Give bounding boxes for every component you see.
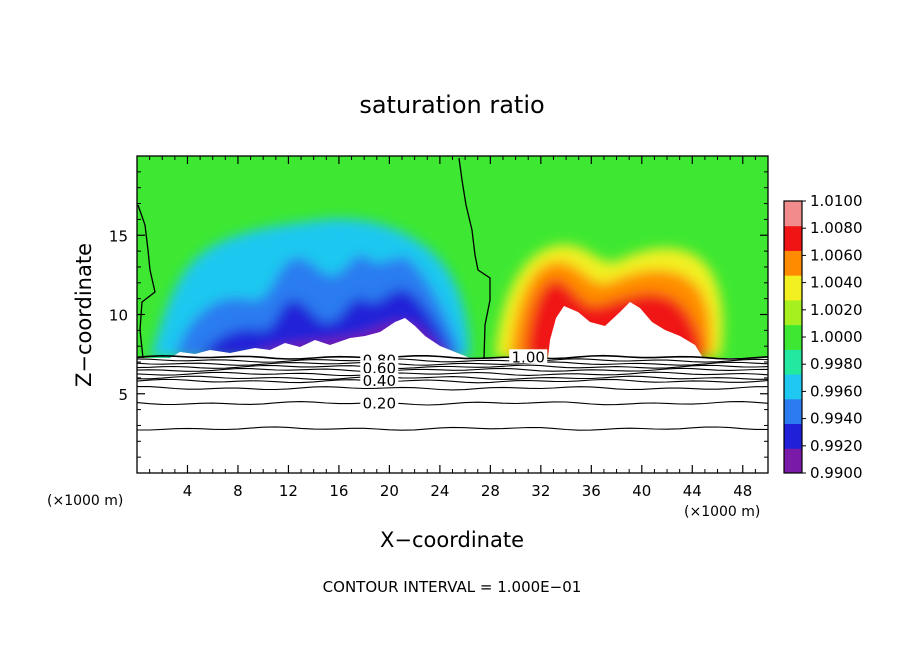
colorbar-swatch (784, 201, 802, 227)
x-tick-label: 44 (683, 482, 702, 500)
chart-title: saturation ratio (359, 91, 544, 119)
contour-line (136, 361, 769, 366)
contour-saturation-left (137, 204, 156, 358)
colorbar-label: 1.0100 (810, 192, 863, 210)
colorbar-swatch (784, 324, 802, 350)
colorbar-label: 1.0000 (810, 328, 863, 346)
x-tick-label: 40 (632, 482, 651, 500)
x-unit-label-left: (×1000 m) (47, 493, 123, 509)
colorbar-label: 0.9980 (810, 355, 863, 373)
colorbar-swatch (784, 349, 802, 375)
x-unit-label-right: (×1000 m) (684, 504, 760, 520)
colorbar-swatch (784, 448, 802, 474)
contour-lines (136, 354, 769, 431)
contour-labels: 0.800.600.400.201.00 (360, 348, 548, 412)
contour-line (136, 367, 769, 373)
y-axis-label: Z−coordinate (72, 243, 96, 387)
contour-label: 1.00 (512, 348, 545, 366)
y-axis-ticks: 5 10 15 (109, 171, 768, 458)
x-tick-label: 8 (233, 482, 243, 500)
x-tick-label: 28 (481, 482, 500, 500)
colorbar-label: 0.9920 (810, 437, 863, 455)
contour-interval-footer: CONTOUR INTERVAL = 1.000E−01 (323, 578, 582, 596)
contour-label-bg (360, 373, 399, 388)
contour-label: 0.40 (363, 372, 396, 390)
colorbar-swatch (784, 423, 802, 449)
contour-line (137, 426, 769, 431)
x-tick-label: 4 (183, 482, 193, 500)
cloud-right (548, 302, 703, 358)
colorbar-label: 0.9900 (810, 464, 863, 482)
x-axis-ticks: 4 8 12 16 20 24 28 32 36 40 44 48 (149, 156, 756, 500)
contour-line (136, 354, 769, 360)
x-tick-label: 12 (279, 482, 298, 500)
contour-line (137, 386, 769, 391)
colorbar-label: 1.0020 (810, 301, 863, 319)
contour-saturation-right (458, 157, 491, 358)
contour-line (136, 371, 769, 377)
contour-line (137, 375, 768, 381)
saturation-field (137, 156, 768, 358)
colorbar: 0.9900 0.9920 0.9940 0.9960 0.9980 1.0000 1.00… (783, 192, 863, 482)
colorbar-label: 1.0080 (810, 219, 863, 237)
x-axis-label: X−coordinate (380, 528, 524, 552)
cloud-left (170, 318, 470, 358)
contour-label-bg (360, 395, 399, 410)
contour-line (136, 358, 769, 363)
colorbar-label: 0.9940 (810, 410, 863, 428)
x-tick-label: 16 (329, 482, 348, 500)
colorbar-swatch (784, 225, 802, 251)
contour-line (136, 378, 769, 384)
colorbar-swatch (784, 299, 802, 326)
colorbar-label: 1.0040 (810, 274, 863, 292)
y-tick-label: 15 (109, 227, 128, 245)
x-tick-label: 20 (380, 482, 399, 500)
contour-label-bg (509, 349, 548, 364)
y-tick-label: 5 (118, 386, 128, 404)
contour-line (136, 401, 769, 406)
colorbar-swatch (784, 275, 802, 301)
y-tick-label: 10 (109, 307, 128, 325)
x-tick-label: 36 (582, 482, 601, 500)
colorbar-swatch (784, 250, 802, 276)
contour-label: 0.20 (363, 394, 396, 412)
contour-line (136, 364, 769, 369)
x-tick-label: 32 (531, 482, 550, 500)
contour-label: 0.60 (363, 359, 396, 377)
colorbar-swatch (784, 398, 802, 425)
contour-label-bg (360, 360, 399, 375)
colorbar-label: 1.0060 (810, 246, 863, 264)
x-tick-label: 48 (733, 482, 752, 500)
x-tick-label: 24 (430, 482, 449, 500)
colorbar-swatch (784, 374, 802, 400)
colorbar-label: 0.9960 (810, 382, 863, 400)
